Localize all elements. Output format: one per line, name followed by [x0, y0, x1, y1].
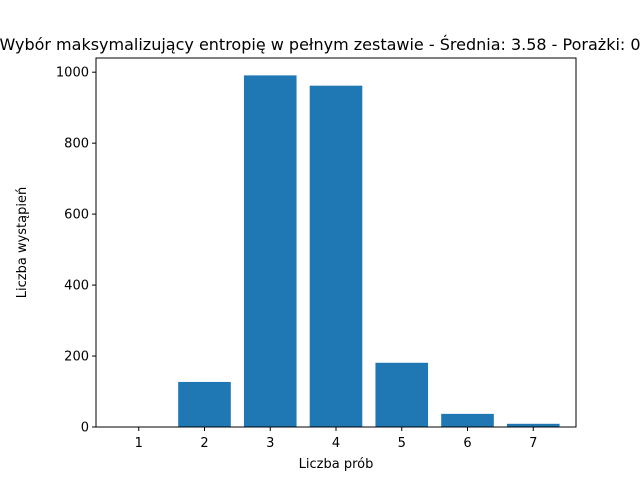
y-axis: 0 200 400 600 800 1000 — [56, 66, 96, 436]
bar-2 — [178, 381, 231, 427]
x-tick-label-4: 4 — [332, 436, 340, 451]
y-tick-label-1000: 1000 — [56, 66, 89, 81]
y-tick-label-400: 400 — [64, 279, 89, 294]
x-tick-label-5: 5 — [398, 436, 406, 451]
y-axis-label: Liczba wystąpień — [15, 187, 30, 298]
x-tick-label-3: 3 — [266, 436, 274, 451]
x-axis: 1 2 3 4 5 6 7 — [135, 427, 537, 451]
bar-3 — [243, 75, 297, 428]
bar-7 — [506, 423, 560, 427]
y-tick-label-600: 600 — [64, 208, 89, 223]
chart-title: Wybór maksymalizujący entropię w pełnym … — [0, 35, 640, 54]
bar-6 — [441, 413, 494, 427]
y-tick-label-800: 800 — [64, 137, 89, 152]
y-tick-label-200: 200 — [64, 350, 89, 365]
bar-4 — [309, 85, 363, 428]
x-tick-label-6: 6 — [463, 436, 471, 451]
x-tick-label-1: 1 — [135, 436, 143, 451]
x-tick-label-7: 7 — [529, 436, 537, 451]
bars-group — [178, 75, 560, 428]
bar-5 — [375, 362, 429, 427]
x-tick-label-2: 2 — [200, 436, 208, 451]
y-tick-label-0: 0 — [81, 421, 89, 436]
plot-frame — [95, 57, 577, 428]
x-axis-label: Liczba prób — [299, 457, 374, 472]
